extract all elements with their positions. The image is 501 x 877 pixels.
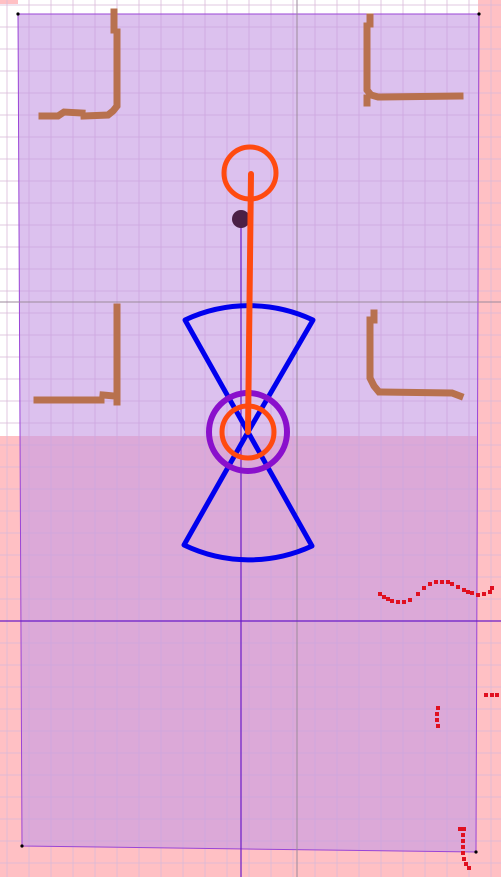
laser-point xyxy=(461,845,465,849)
laser-point xyxy=(462,857,466,861)
laser-point xyxy=(467,866,471,870)
laser-point xyxy=(484,693,488,697)
laser-point xyxy=(461,833,465,837)
laser-point xyxy=(402,600,406,604)
laser-point xyxy=(436,706,440,710)
laser-point xyxy=(434,580,438,584)
laser-point xyxy=(461,839,465,843)
waypoint-marker[interactable] xyxy=(232,210,250,228)
laser-scan xyxy=(378,580,499,870)
laser-point xyxy=(458,827,462,831)
laser-point xyxy=(382,595,386,599)
laser-point xyxy=(470,591,474,595)
region-vertex[interactable] xyxy=(20,844,24,848)
laser-point xyxy=(386,597,390,601)
region-vertex[interactable] xyxy=(474,850,478,854)
laser-point xyxy=(490,693,494,697)
laser-point xyxy=(396,600,400,604)
laser-point xyxy=(428,582,432,586)
laser-point xyxy=(462,827,466,831)
wall-corner-middle-left xyxy=(33,303,121,406)
laser-point xyxy=(422,586,426,590)
region-vertex[interactable] xyxy=(16,12,20,16)
laser-point xyxy=(495,693,499,697)
laser-point xyxy=(456,585,460,589)
laser-point xyxy=(476,593,480,597)
wall-corner-top-left xyxy=(38,8,121,120)
region-vertex[interactable] xyxy=(477,12,481,16)
laser-point xyxy=(466,590,470,594)
costmap-inflation-left-top xyxy=(0,0,18,4)
laser-point xyxy=(450,582,454,586)
laser-point xyxy=(490,586,494,590)
laser-point xyxy=(446,580,450,584)
wall-corner-middle-right xyxy=(366,309,465,401)
laser-point xyxy=(416,592,420,596)
robot-pose-marker[interactable] xyxy=(219,403,277,461)
laser-point xyxy=(461,851,465,855)
laser-point xyxy=(440,580,444,584)
laser-point xyxy=(488,590,492,594)
laser-point xyxy=(436,724,440,728)
laser-point xyxy=(435,712,439,716)
sensor-cone-rear xyxy=(181,429,315,563)
laser-point xyxy=(390,599,394,603)
laser-point xyxy=(482,592,486,596)
laser-point xyxy=(408,598,412,602)
laser-point xyxy=(464,862,468,866)
laser-point xyxy=(378,592,382,596)
laser-point xyxy=(462,588,466,592)
laser-point xyxy=(435,718,439,722)
wall-corner-top-right xyxy=(363,13,464,107)
planned-path xyxy=(245,171,254,435)
